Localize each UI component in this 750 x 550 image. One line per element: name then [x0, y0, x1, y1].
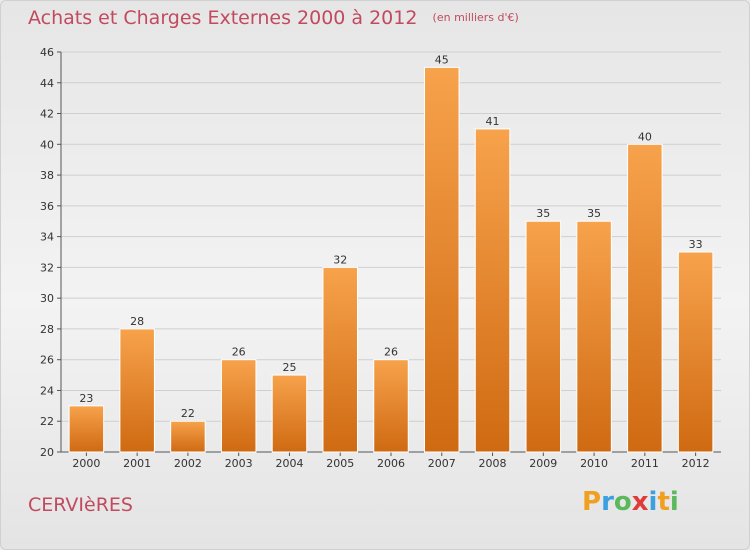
bar: [373, 359, 409, 453]
bar-value-label: 32: [333, 253, 347, 266]
y-tick-label: 40: [40, 138, 54, 151]
y-tick-label: 24: [40, 384, 54, 397]
logo-letter: r: [601, 487, 614, 517]
x-tick-label: 2001: [123, 457, 151, 470]
logo-letter: t: [657, 487, 670, 517]
y-tick-label: 28: [40, 323, 54, 336]
x-tick-label: 2007: [428, 457, 456, 470]
commune-name: CERVIèRES: [28, 494, 133, 516]
y-tick-label: 22: [40, 415, 54, 428]
x-tick-label: 2012: [682, 457, 710, 470]
y-tick-label: 42: [40, 108, 54, 121]
bar: [220, 359, 257, 453]
logo-letter: i: [648, 487, 658, 517]
x-tick-label: 2009: [529, 457, 557, 470]
x-tick-label: 2005: [326, 457, 354, 470]
logo-letter: o: [613, 487, 632, 517]
bar: [677, 251, 714, 453]
proxiti-logo: Proxiti: [582, 487, 679, 517]
logo-letter: P: [582, 487, 602, 517]
bar-value-label: 26: [232, 346, 246, 359]
chart-title-main: Achats et Charges Externes 2000 à 2012: [28, 7, 418, 29]
y-tick-label: 30: [40, 292, 54, 305]
bar-value-label: 23: [79, 392, 93, 405]
bar-value-label: 40: [638, 130, 652, 143]
bar: [271, 374, 308, 453]
y-tick-label: 32: [40, 261, 54, 274]
x-tick-label: 2002: [174, 457, 202, 470]
y-tick-label: 36: [40, 200, 54, 213]
chart-title: Achats et Charges Externes 2000 à 2012 (…: [28, 7, 519, 29]
y-tick-label: 38: [40, 169, 54, 182]
bar-value-label: 33: [689, 238, 703, 251]
bar: [119, 328, 155, 453]
bar: [322, 266, 358, 453]
x-tick-label: 2006: [377, 457, 405, 470]
x-tick-label: 2003: [225, 457, 253, 470]
bar: [474, 128, 511, 453]
bar: [627, 143, 663, 453]
logo-letter: i: [669, 487, 679, 517]
x-tick-label: 2008: [479, 457, 507, 470]
bar-value-label: 28: [130, 315, 144, 328]
y-tick-label: 46: [40, 46, 54, 59]
x-tick-label: 2000: [72, 457, 100, 470]
y-tick-label: 26: [40, 354, 54, 367]
x-tick-label: 2010: [580, 457, 608, 470]
bar-value-label: 25: [282, 361, 296, 374]
bar-value-label: 35: [587, 207, 601, 220]
bar-value-label: 35: [536, 207, 550, 220]
bar: [68, 405, 105, 453]
y-tick-label: 20: [40, 446, 54, 459]
logo-letter: x: [631, 487, 649, 517]
bar-value-label: 26: [384, 346, 398, 359]
bar-value-label: 22: [181, 407, 195, 420]
x-tick-label: 2004: [275, 457, 303, 470]
bar: [170, 420, 206, 453]
y-tick-label: 44: [40, 77, 54, 90]
bar: [576, 220, 612, 453]
bar: [525, 220, 562, 453]
bar-value-label: 45: [435, 53, 449, 66]
chart-title-unit: (en milliers d'€): [432, 11, 519, 24]
y-tick-label: 34: [40, 231, 54, 244]
bar-value-label: 41: [486, 115, 500, 128]
bar: [424, 66, 460, 453]
x-tick-label: 2011: [631, 457, 659, 470]
